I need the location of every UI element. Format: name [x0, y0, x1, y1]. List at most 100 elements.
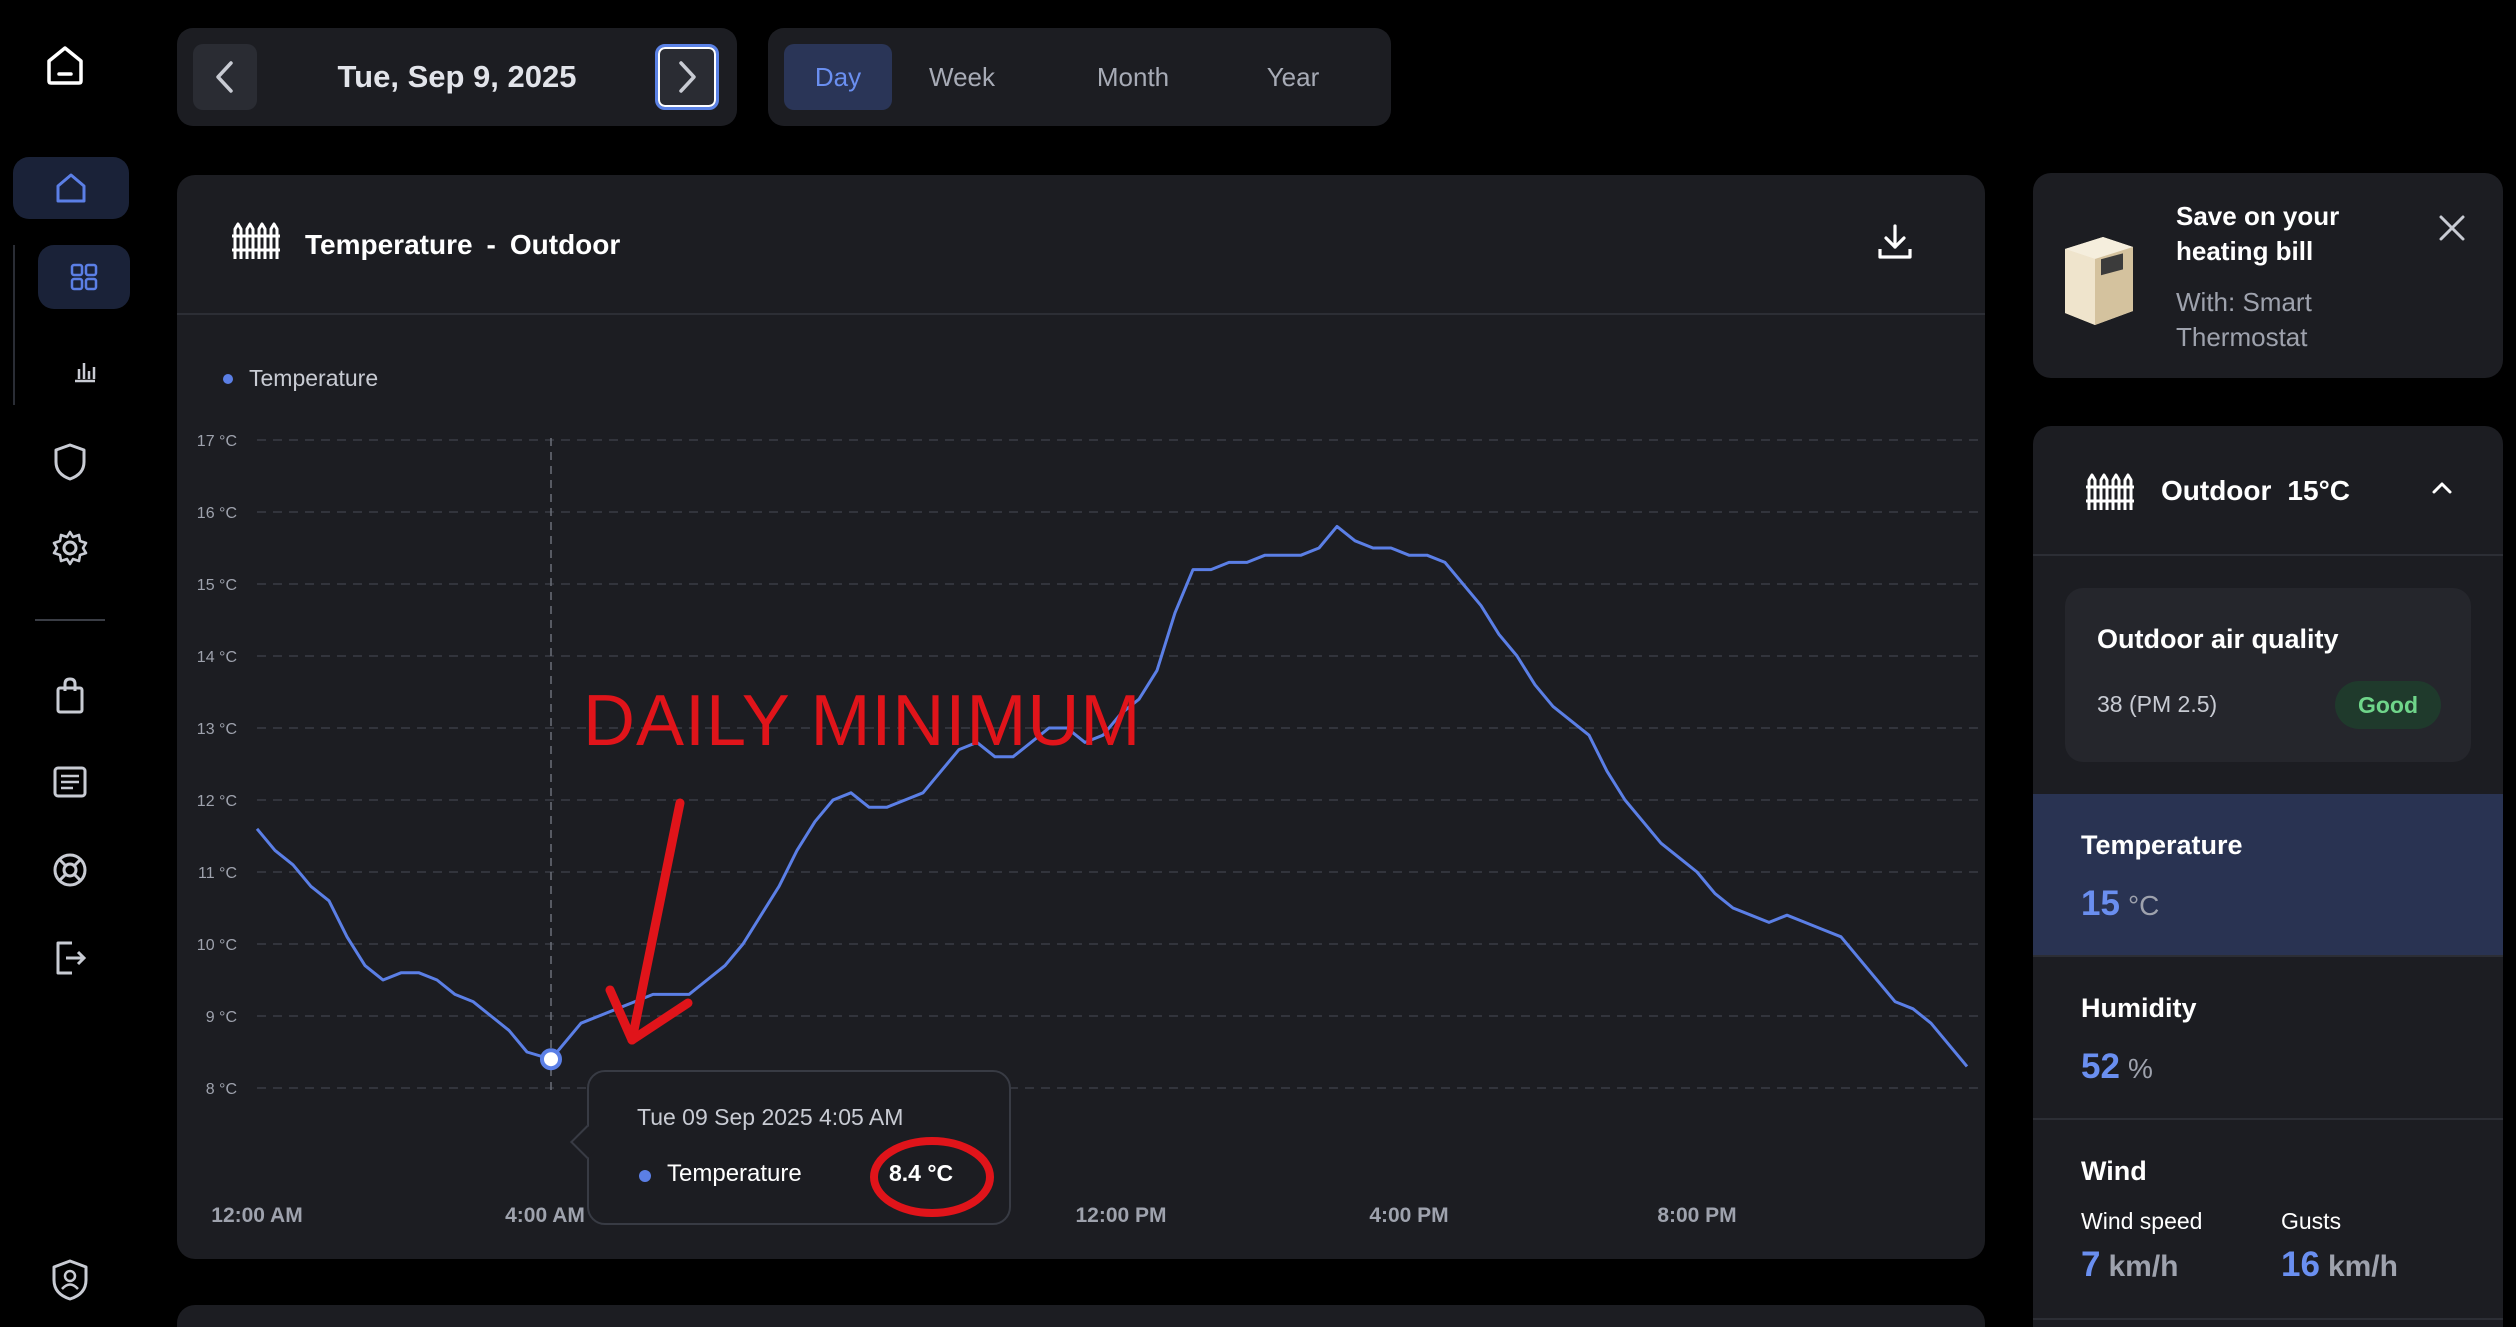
fence-outdoor-icon	[2085, 472, 2135, 517]
wind-gusts-unit: km/h	[2327, 1250, 2398, 1283]
tooltip-time: Tue 09 Sep 2025 4:05 AM	[637, 1104, 904, 1130]
x-tick-label: 12:00 AM	[211, 1204, 302, 1227]
nav-support-lifebuoy-icon[interactable]	[45, 845, 95, 895]
promo-title: Save on your heating bill	[2176, 201, 2340, 266]
y-tick-label: 10 °C	[197, 937, 237, 954]
nav-security-shield-icon[interactable]	[45, 437, 95, 487]
tab-month[interactable]: Month	[1096, 62, 1170, 92]
chevron-left-icon	[216, 61, 233, 93]
metric-wind-label: Wind	[2081, 1156, 2147, 1186]
subnav-line	[13, 245, 15, 405]
x-tick-label: 4:00 PM	[1369, 1204, 1448, 1227]
close-promo-button[interactable]	[2437, 213, 2467, 248]
metric-temperature-value: 15 °C	[2081, 884, 2159, 924]
fence-outdoor-icon	[231, 221, 281, 266]
y-tick-label: 12 °C	[197, 793, 237, 810]
wind-speed-number: 7	[2081, 1245, 2101, 1284]
nav-dashboard-grid-icon[interactable]	[38, 245, 130, 309]
y-tick-label: 17 °C	[197, 433, 237, 450]
secondary-card	[177, 1305, 1985, 1327]
tooltip-value: 8.4 °C	[889, 1160, 954, 1186]
annotation-daily-minimum: DAILY MINIMUM	[583, 681, 1142, 761]
chart-title-separator: -	[486, 229, 496, 260]
y-tick-label: 11 °C	[198, 865, 237, 882]
metric-temperature-unit: °C	[2127, 890, 2160, 921]
y-tick-label: 15 °C	[197, 577, 237, 594]
chart-tooltip: Tue 09 Sep 2025 4:05 AM Temperature 8.4 …	[570, 1070, 1011, 1225]
sidebar	[0, 0, 140, 1327]
outdoor-panel-header[interactable]: Outdoor 15°C	[2033, 426, 2503, 556]
air-quality-value: 38 (PM 2.5)	[2097, 691, 2218, 717]
download-icon	[1878, 224, 1912, 259]
tab-day[interactable]: Day	[784, 44, 892, 110]
nav-statistics-icon[interactable]	[60, 352, 110, 392]
tab-year[interactable]: Year	[1266, 62, 1320, 92]
x-tick-label: 12:00 PM	[1075, 1204, 1166, 1227]
y-tick-label: 8 °C	[206, 1081, 237, 1098]
metric-wind[interactable]: Wind Wind speed 7 km/h Gusts 16 km/h	[2033, 1120, 2503, 1320]
metric-humidity-value: 52%	[2081, 1047, 2153, 1087]
x-tick-label: 8:00 PM	[1657, 1204, 1736, 1227]
thermostat-product-image	[2057, 231, 2139, 334]
chart-title-location: Outdoor	[509, 229, 621, 260]
nav-privacy-shield-icon[interactable]	[45, 1253, 95, 1307]
chevron-up-icon	[2432, 482, 2452, 494]
nav-logout-icon[interactable]	[45, 933, 95, 983]
y-tick-label: 14 °C	[197, 649, 237, 666]
home-logo-icon[interactable]	[40, 40, 90, 90]
nav-news-icon[interactable]	[45, 757, 95, 807]
nav-shop-bag-icon[interactable]	[45, 670, 95, 720]
outdoor-panel: Outdoor 15°C Outdoor air quality 38 (PM 2…	[2033, 426, 2503, 1327]
tooltip-series-marker	[639, 1170, 651, 1182]
legend-label: Temperature	[249, 365, 379, 391]
y-tick-label: 9 °C	[206, 1009, 237, 1026]
chart-title-metric: Temperature	[305, 229, 473, 260]
chevron-right-icon	[679, 61, 696, 93]
tab-week[interactable]: Week	[929, 62, 995, 92]
tooltip-series-label: Temperature	[667, 1160, 802, 1187]
outdoor-panel-name: Outdoor	[2161, 475, 2272, 506]
chart-legend: Temperature	[223, 365, 378, 392]
date-navigator: Tue, Sep 9, 2025	[177, 28, 737, 126]
wind-gusts-label: Gusts	[2281, 1208, 2342, 1234]
metric-humidity[interactable]: Humidity 52%	[2033, 957, 2503, 1120]
air-quality-title: Outdoor air quality	[2097, 624, 2339, 654]
outdoor-panel-temp: 15°C	[2287, 475, 2350, 506]
current-date: Tue, Sep 9, 2025	[337, 59, 577, 94]
close-icon	[2439, 215, 2465, 241]
x-tick-label: 4:00 AM	[505, 1204, 585, 1227]
y-tick-label: 13 °C	[197, 721, 237, 738]
wind-speed-label: Wind speed	[2081, 1208, 2203, 1234]
sidebar-divider	[35, 619, 105, 621]
promo-subtitle: With: Smart Thermostat	[2176, 287, 2312, 352]
wind-gusts-number: 16	[2281, 1245, 2320, 1284]
promo-card[interactable]: Save on your heating bill With: Smart Th…	[2033, 173, 2503, 378]
metric-humidity-label: Humidity	[2081, 993, 2197, 1023]
metric-temperature-label: Temperature	[2081, 830, 2243, 860]
wind-speed-unit: km/h	[2108, 1250, 2179, 1283]
download-button[interactable]	[1877, 223, 1913, 266]
air-quality-status-badge: Good	[2335, 681, 2441, 729]
tooltip-point-marker	[540, 1048, 562, 1071]
temperature-chart-card: Temperature - Outdoor Temperature 17 °C 16 …	[177, 175, 1985, 1259]
annotation-circle	[870, 1137, 994, 1217]
air-quality-card[interactable]: Outdoor air quality 38 (PM 2.5) Good	[2065, 588, 2471, 762]
collapse-panel-button[interactable]	[2429, 478, 2455, 503]
legend-marker	[223, 373, 233, 384]
metric-humidity-number: 52	[2081, 1047, 2120, 1086]
metric-temperature[interactable]: Temperature 15 °C	[2033, 794, 2503, 957]
outdoor-panel-title: Outdoor 15°C	[2161, 426, 2350, 556]
annotation-arrow	[605, 798, 693, 1045]
chart-title: Temperature - Outdoor	[305, 175, 620, 315]
nav-home-icon[interactable]	[13, 157, 129, 219]
y-tick-label: 16 °C	[197, 505, 237, 522]
previous-day-button[interactable]	[193, 44, 257, 110]
metric-humidity-unit: %	[2127, 1053, 2153, 1084]
metric-temperature-number: 15	[2081, 884, 2120, 923]
period-tabs: Day Week Month Year	[768, 28, 1391, 126]
next-day-button[interactable]	[655, 44, 719, 110]
nav-settings-gear-icon[interactable]	[45, 523, 95, 573]
chart-card-header: Temperature - Outdoor	[177, 175, 1985, 315]
wind-gusts-value: 16 km/h	[2281, 1245, 2398, 1285]
